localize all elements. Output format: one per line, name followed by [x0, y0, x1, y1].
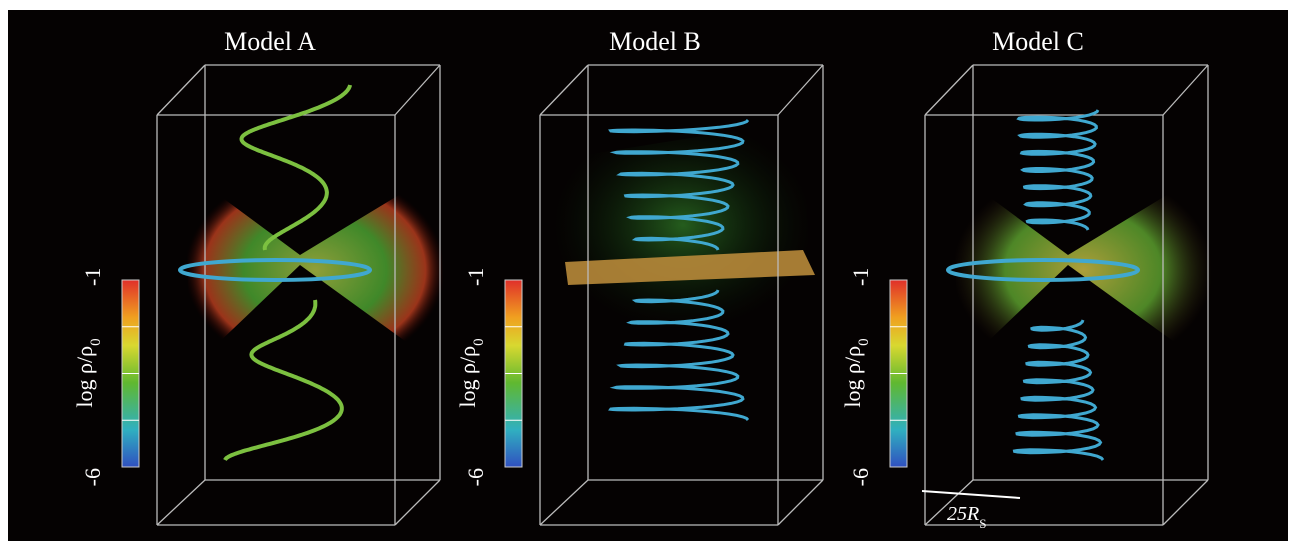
panel-title: Model A: [224, 27, 316, 56]
scale-bar-subscript: S: [979, 516, 986, 531]
colorbar-min: -6: [463, 468, 488, 486]
scale-bar-text: 25R: [947, 503, 979, 525]
colorbar-label-subscript: 0: [856, 338, 872, 346]
colorbar-min: -6: [80, 468, 105, 486]
colorbar-label-text: log ρ/ρ: [455, 346, 480, 408]
colorbar-max: -1: [848, 268, 873, 286]
colorbar-label-subscript: 0: [88, 338, 104, 346]
colorbar-max: -1: [80, 268, 105, 286]
colorbar-label-text: log ρ/ρ: [72, 346, 97, 408]
figure: Model Alog ρ/ρ0-1-6Model Blog ρ/ρ0-1-6Mo…: [0, 0, 1296, 541]
colorbar-min: -6: [848, 468, 873, 486]
colorbar-max: -1: [463, 268, 488, 286]
colorbar-label-subscript: 0: [471, 338, 487, 346]
panel-title: Model C: [992, 27, 1084, 56]
colorbar-label-text: log ρ/ρ: [840, 346, 865, 408]
panel-title: Model B: [609, 27, 701, 56]
